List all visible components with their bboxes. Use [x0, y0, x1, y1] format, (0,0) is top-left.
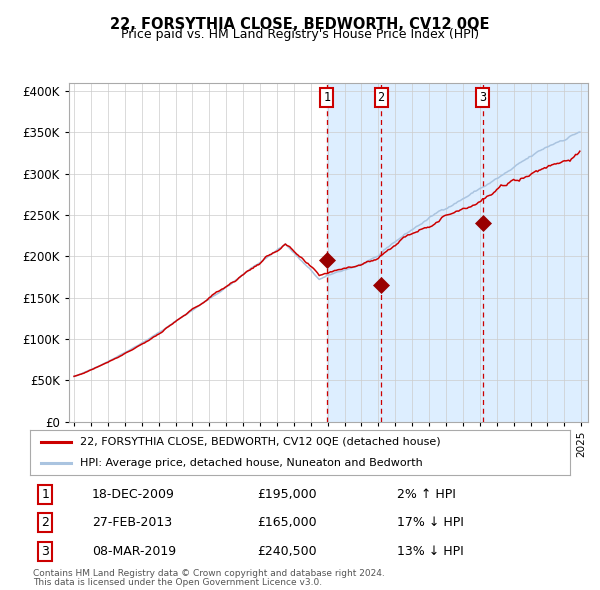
Text: 08-MAR-2019: 08-MAR-2019	[92, 545, 176, 558]
Bar	[327, 83, 381, 422]
Text: 22, FORSYTHIA CLOSE, BEDWORTH, CV12 0QE: 22, FORSYTHIA CLOSE, BEDWORTH, CV12 0QE	[110, 17, 490, 31]
Text: 2: 2	[377, 91, 385, 104]
Text: 27-FEB-2013: 27-FEB-2013	[92, 516, 172, 529]
Text: £195,000: £195,000	[257, 489, 316, 502]
Text: Contains HM Land Registry data © Crown copyright and database right 2024.: Contains HM Land Registry data © Crown c…	[33, 569, 385, 578]
Text: 2: 2	[41, 516, 49, 529]
Text: 3: 3	[41, 545, 49, 558]
Text: £165,000: £165,000	[257, 516, 316, 529]
Bar	[483, 83, 600, 422]
Text: HPI: Average price, detached house, Nuneaton and Bedworth: HPI: Average price, detached house, Nune…	[80, 458, 422, 468]
Text: 17% ↓ HPI: 17% ↓ HPI	[397, 516, 464, 529]
Text: This data is licensed under the Open Government Licence v3.0.: This data is licensed under the Open Gov…	[33, 578, 322, 587]
Text: Price paid vs. HM Land Registry's House Price Index (HPI): Price paid vs. HM Land Registry's House …	[121, 28, 479, 41]
Bar	[381, 83, 483, 422]
Text: £240,500: £240,500	[257, 545, 316, 558]
Text: 2% ↑ HPI: 2% ↑ HPI	[397, 489, 456, 502]
Text: 18-DEC-2009: 18-DEC-2009	[92, 489, 175, 502]
Text: 1: 1	[41, 489, 49, 502]
Text: 3: 3	[479, 91, 487, 104]
Text: 22, FORSYTHIA CLOSE, BEDWORTH, CV12 0QE (detached house): 22, FORSYTHIA CLOSE, BEDWORTH, CV12 0QE …	[80, 437, 440, 447]
Text: 13% ↓ HPI: 13% ↓ HPI	[397, 545, 464, 558]
Text: 1: 1	[323, 91, 331, 104]
